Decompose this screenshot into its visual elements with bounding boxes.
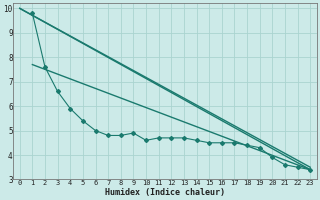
X-axis label: Humidex (Indice chaleur): Humidex (Indice chaleur) — [105, 188, 225, 197]
